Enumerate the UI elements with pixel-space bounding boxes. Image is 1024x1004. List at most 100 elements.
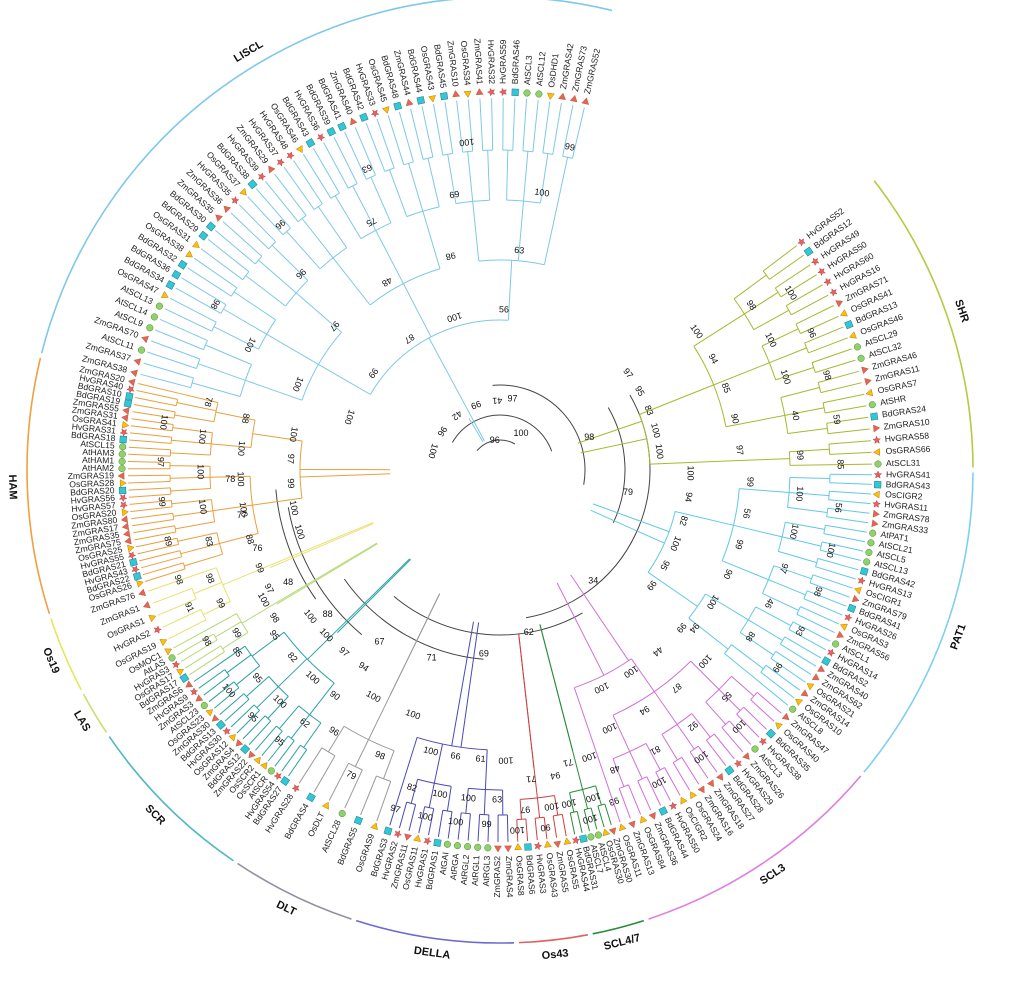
branch	[576, 811, 583, 833]
species-marker-hv	[817, 267, 826, 276]
tip-label: AtHAM3	[82, 447, 115, 458]
bootstrap-value: 99	[564, 141, 576, 153]
species-marker-bd	[177, 259, 188, 270]
branch	[824, 405, 867, 414]
bootstrap-value: 61	[475, 753, 486, 764]
branch	[138, 383, 180, 394]
species-marker-at	[535, 90, 543, 98]
subfamily-label: DLT	[274, 899, 298, 919]
branch	[755, 606, 792, 627]
branch	[451, 621, 474, 746]
branch	[193, 662, 221, 682]
branch	[219, 532, 259, 544]
branch	[507, 260, 513, 321]
tip-label: AtSCL3	[522, 55, 534, 85]
species-marker-zm	[742, 752, 750, 760]
branch	[242, 715, 266, 740]
branch	[159, 318, 208, 341]
species-marker-os	[563, 837, 572, 845]
tree-branches	[127, 97, 873, 843]
branch	[811, 348, 852, 364]
species-marker-at	[146, 324, 154, 332]
branch	[397, 775, 406, 800]
tip-label: HvGRAS41	[886, 469, 931, 480]
bootstrap-values: 1001001001009896999796964287487563991009…	[156, 137, 846, 836]
species-marker-zm	[475, 88, 484, 96]
branch-arc	[733, 298, 755, 330]
species-marker-zm	[835, 300, 844, 308]
branch	[552, 103, 562, 155]
branch	[534, 818, 538, 841]
subfamily-arc-scl4-7	[592, 919, 645, 935]
branch-arc	[253, 704, 260, 711]
branch	[773, 565, 812, 580]
species-marker-os	[840, 309, 848, 317]
species-marker-os	[119, 479, 127, 488]
branch-arc	[406, 206, 440, 218]
bootstrap-value: 100	[544, 801, 560, 813]
species-marker-hv	[857, 576, 866, 585]
branch	[317, 206, 348, 249]
bootstrap-value: 99	[675, 621, 689, 635]
backbone-arc	[607, 407, 626, 524]
branch-arc	[828, 443, 831, 455]
clade-stem	[300, 473, 391, 478]
bootstrap-value: 88	[240, 413, 252, 425]
branch	[612, 714, 631, 752]
branch	[804, 326, 844, 344]
branch	[129, 439, 172, 444]
branch-arc	[787, 477, 791, 508]
subfamily-arc-scr	[108, 736, 234, 862]
tip-label: HvGRAS58	[884, 430, 929, 443]
species-marker-zm	[628, 820, 636, 829]
subfamily-label: LISCL	[232, 38, 266, 65]
branch-arc	[455, 199, 490, 205]
branch-arc	[230, 287, 238, 297]
branch	[252, 433, 303, 442]
species-marker-at	[474, 843, 482, 851]
bootstrap-value: 94	[707, 352, 721, 366]
bootstrap-value: 62	[298, 716, 312, 730]
branch-arc	[516, 818, 526, 821]
branch	[421, 106, 434, 158]
branch	[784, 407, 825, 416]
bootstrap-value: 89	[162, 535, 174, 547]
branch	[762, 592, 799, 611]
bootstrap-value-backbone: 98	[584, 432, 594, 442]
branch	[140, 556, 182, 569]
species-marker-os	[205, 709, 214, 717]
branch	[169, 465, 211, 467]
branch	[148, 576, 189, 592]
species-marker-os	[370, 822, 378, 831]
species-marker-bd	[353, 815, 364, 826]
tip-label: HvGRAS3	[534, 854, 548, 895]
branch-arc	[313, 203, 323, 210]
branch	[155, 329, 204, 351]
bootstrap-value: 99	[745, 477, 755, 487]
bootstrap-value: 100	[601, 721, 619, 736]
branch	[512, 98, 516, 151]
branch	[222, 221, 263, 257]
species-marker-at	[853, 343, 861, 351]
bootstrap-value: 97	[389, 802, 402, 815]
species-marker-os	[239, 187, 247, 196]
branch-arc	[283, 631, 335, 684]
tip-label: AtRGL3	[481, 855, 492, 886]
subfamily-label: SCL3	[758, 862, 788, 888]
branch	[433, 743, 443, 784]
branch	[365, 122, 386, 172]
species-marker-at	[118, 457, 126, 465]
branch-arc	[828, 491, 830, 500]
branch	[246, 676, 270, 697]
clade-stem	[460, 622, 480, 748]
branch	[823, 533, 866, 543]
species-marker-bd	[123, 399, 133, 408]
branch	[255, 725, 277, 751]
subfamily-label: DELLA	[413, 945, 451, 962]
branch	[210, 475, 251, 478]
bootstrap-value: 90	[540, 822, 551, 833]
branch-arc	[809, 574, 814, 584]
species-marker-zm	[553, 840, 562, 849]
species-marker-bd	[205, 221, 216, 232]
species-marker-os	[321, 801, 329, 810]
